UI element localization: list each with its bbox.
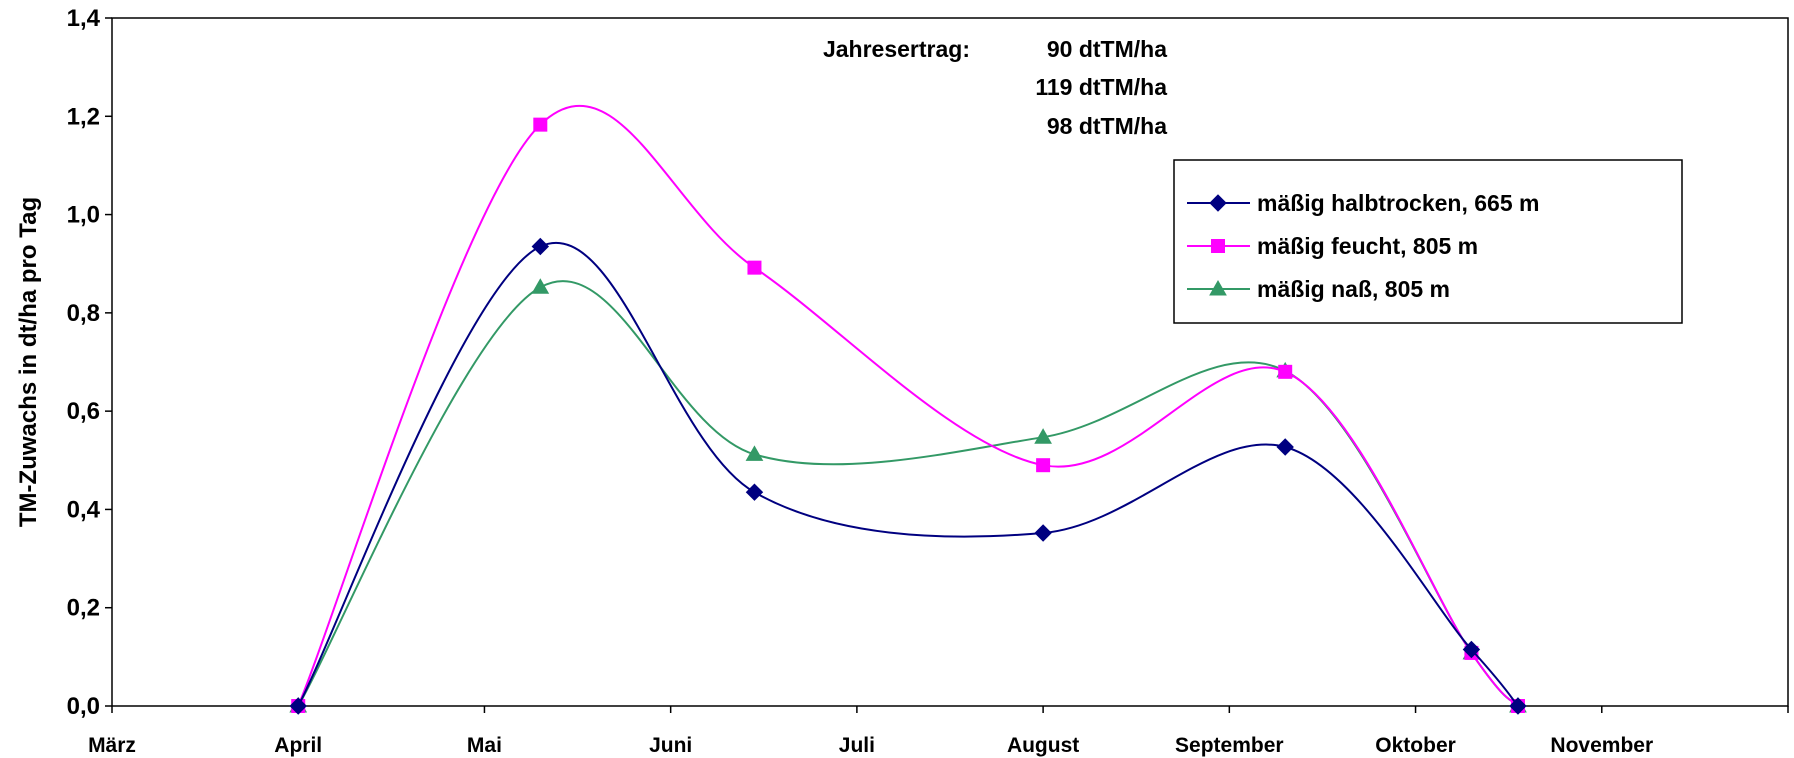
- y-axis-label: TM-Zuwachs in dt/ha pro Tag: [15, 197, 42, 527]
- x-axis-ticks: März April Mai Juni Juli August September Oktob…: [88, 706, 1789, 757]
- data-point: [1034, 428, 1052, 444]
- data-point: [745, 483, 764, 501]
- data-point: [289, 697, 307, 715]
- data-point: [1036, 458, 1051, 473]
- series-layer: [289, 105, 1527, 715]
- series-1: [289, 237, 1527, 715]
- plot-area: [111, 17, 1789, 707]
- data-point: [1034, 524, 1052, 542]
- x-tick-label: April: [274, 734, 322, 757]
- y-tick-label: 1,2: [67, 103, 100, 130]
- legend-item-2: mäßig feucht, 805 m: [1187, 233, 1478, 259]
- series-line: [297, 242, 1519, 707]
- y-tick-label: 0,2: [67, 595, 100, 622]
- data-point: [531, 237, 550, 256]
- data-point: [1462, 640, 1481, 659]
- legend-label: mäßig naß, 805 m: [1257, 276, 1450, 302]
- annotation-label: Jahresertrag:: [823, 36, 970, 62]
- data-point: [531, 278, 550, 294]
- annotation-value-2: 119 dtTM/ha: [1035, 74, 1167, 100]
- x-tick-label: September: [1175, 734, 1284, 757]
- legend-label: mäßig halbtrocken, 665 m: [1257, 190, 1539, 216]
- annotation-value-3: 98 dtTM/ha: [1047, 113, 1167, 139]
- data-point: [1509, 697, 1527, 715]
- legend-marker: [1211, 239, 1225, 253]
- x-tick-label: Mai: [467, 734, 502, 757]
- y-tick-label: 0,8: [67, 300, 100, 327]
- y-tick-label: 0,4: [67, 496, 101, 523]
- x-tick-label: August: [1007, 734, 1079, 757]
- x-tick-label: Juli: [839, 734, 875, 757]
- legend-label: mäßig feucht, 805 m: [1257, 233, 1478, 259]
- legend-marker: [1209, 279, 1227, 296]
- legend-item-1: mäßig halbtrocken, 665 m: [1187, 190, 1539, 216]
- x-tick-label: März: [88, 734, 136, 757]
- y-tick-label: 0,6: [67, 398, 100, 425]
- annotation-value-1: 90 dtTM/ha: [1047, 36, 1167, 62]
- legend-box: [1173, 159, 1683, 324]
- series-line: [297, 105, 1519, 707]
- data-point: [745, 445, 764, 461]
- y-axis-ticks: 0,0 0,2 0,4 0,6 0,8 1,0 1,2 1,4: [67, 5, 112, 720]
- data-point: [747, 260, 762, 275]
- y-tick-label: 0,0: [67, 693, 100, 720]
- x-tick-label: Oktober: [1375, 734, 1456, 757]
- annotation: Jahresertrag: 90 dtTM/ha 119 dtTM/ha 98 …: [823, 36, 1167, 139]
- y-tick-label: 1,4: [67, 5, 101, 32]
- legend: mäßig halbtrocken, 665 m mäßig feucht, 80…: [1173, 159, 1683, 324]
- legend-marker: [1209, 194, 1227, 212]
- x-tick-label: November: [1550, 734, 1653, 757]
- data-point: [1276, 438, 1294, 456]
- legend-item-3: mäßig naß, 805 m: [1187, 276, 1450, 302]
- data-point: [1278, 364, 1293, 379]
- data-point: [533, 117, 548, 132]
- y-tick-label: 1,0: [67, 202, 100, 229]
- x-tick-label: Juni: [649, 734, 692, 757]
